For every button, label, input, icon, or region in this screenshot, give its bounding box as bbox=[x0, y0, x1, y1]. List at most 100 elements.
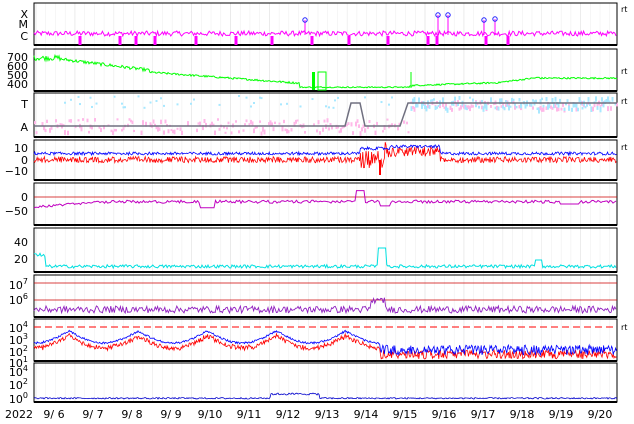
polarity-toward-point bbox=[565, 103, 567, 106]
polarity-away-point bbox=[256, 126, 258, 129]
flare-peak-marker bbox=[435, 12, 441, 18]
polarity-toward-point bbox=[490, 97, 492, 103]
polarity-toward-point bbox=[260, 97, 263, 100]
panel-frame bbox=[33, 362, 618, 403]
polarity-toward-point bbox=[299, 105, 302, 108]
polarity-away-point bbox=[481, 105, 483, 110]
polarity-away-point bbox=[80, 126, 83, 132]
polarity-away-point bbox=[337, 125, 339, 129]
polarity-away-point bbox=[122, 127, 125, 131]
polarity-away-point bbox=[170, 128, 173, 132]
tick-exponent: 3 bbox=[23, 332, 28, 341]
polarity-toward-point bbox=[137, 95, 140, 98]
date-label: 9/17 bbox=[471, 408, 496, 421]
polarity-toward-point bbox=[466, 107, 468, 111]
polarity-toward-point bbox=[416, 103, 419, 108]
polarity-toward-point bbox=[143, 106, 146, 109]
polarity-away-point bbox=[115, 128, 117, 132]
tick-exponent: 4 bbox=[23, 320, 28, 329]
polarity-away-point bbox=[64, 130, 66, 135]
polarity-away-point bbox=[128, 118, 131, 121]
polarity-away-point bbox=[211, 121, 213, 126]
polarity-away-point bbox=[346, 123, 348, 126]
polarity-away-point bbox=[223, 125, 225, 129]
polarity-toward-point bbox=[604, 100, 606, 105]
tick-exponent: 2 bbox=[23, 344, 28, 353]
date-label: 9/10 bbox=[198, 408, 223, 421]
polarity-away-point bbox=[551, 106, 554, 110]
polarity-away-point bbox=[322, 127, 324, 132]
tick-label: T bbox=[20, 98, 28, 111]
polarity-away-point bbox=[458, 107, 461, 111]
polarity-away-point bbox=[287, 130, 290, 134]
polarity-away-point bbox=[154, 123, 156, 127]
polarity-toward-point bbox=[547, 104, 549, 110]
polarity-away-point bbox=[142, 120, 144, 125]
polarity-toward-point bbox=[280, 103, 282, 106]
polarity-away-point bbox=[152, 119, 155, 124]
polarity-toward-point bbox=[524, 104, 527, 109]
polarity-toward-point bbox=[431, 99, 434, 102]
polarity-toward-point bbox=[554, 96, 557, 102]
polarity-away-point bbox=[407, 131, 410, 134]
polarity-toward-point bbox=[506, 101, 509, 107]
chart-panels bbox=[33, 2, 618, 403]
polarity-toward-point bbox=[499, 98, 501, 105]
polarity-away-point bbox=[263, 129, 266, 135]
polarity-away-point bbox=[331, 125, 333, 130]
polarity-toward-point bbox=[563, 107, 566, 111]
polarity-away-point bbox=[244, 123, 246, 127]
polarity-away-point bbox=[449, 105, 452, 110]
polarity-away-point bbox=[490, 104, 492, 108]
electron-flux-series bbox=[33, 296, 617, 315]
tick-exponent: 6 bbox=[23, 292, 28, 301]
polarity-away-point bbox=[412, 106, 414, 110]
polarity-away-point bbox=[250, 119, 252, 124]
polarity-toward-point bbox=[218, 103, 221, 106]
polarity-away-point bbox=[253, 128, 255, 134]
polarity-toward-point bbox=[464, 104, 467, 110]
dst-series bbox=[33, 190, 617, 209]
right-marker: rt bbox=[621, 97, 627, 106]
polarity-toward-point bbox=[391, 96, 393, 99]
polarity-toward-point bbox=[611, 96, 614, 102]
tick-label: X bbox=[20, 8, 28, 21]
polarity-away-point bbox=[502, 103, 504, 108]
polarity-away-point bbox=[203, 118, 206, 124]
polarity-toward-point bbox=[614, 102, 617, 106]
date-label: 9/15 bbox=[393, 408, 418, 421]
polarity-toward-point bbox=[566, 99, 569, 103]
polarity-away-point bbox=[121, 129, 123, 132]
polarity-away-point bbox=[557, 107, 560, 112]
polarity-away-point bbox=[358, 124, 360, 128]
polarity-away-point bbox=[149, 122, 152, 128]
polarity-away-point bbox=[199, 121, 201, 126]
polarity-toward-point bbox=[508, 105, 510, 111]
polarity-toward-point bbox=[250, 105, 252, 108]
polarity-toward-point bbox=[176, 103, 179, 106]
flare-peak-marker bbox=[302, 17, 308, 23]
polarity-away-point bbox=[472, 105, 474, 108]
polarity-toward-point bbox=[542, 104, 545, 108]
polarity-away-point bbox=[172, 129, 174, 134]
right-marker: rt bbox=[621, 143, 627, 152]
polarity-away-point bbox=[427, 104, 429, 109]
polarity-away-point bbox=[554, 104, 557, 108]
tick-label: 102 bbox=[9, 377, 28, 392]
polarity-away-point bbox=[367, 125, 369, 130]
polarity-away-point bbox=[98, 126, 101, 129]
polarity-toward-point bbox=[529, 103, 531, 106]
polarity-away-point bbox=[214, 130, 216, 135]
polarity-away-point bbox=[539, 105, 542, 111]
polarity-toward-point bbox=[388, 103, 390, 106]
polarity-toward-point bbox=[70, 98, 72, 101]
polarity-away-point bbox=[278, 122, 281, 125]
tick-exponent: 1 bbox=[23, 355, 28, 364]
polarity-away-point bbox=[82, 118, 84, 121]
polarity-toward-point bbox=[512, 98, 515, 102]
polarity-away-point bbox=[46, 119, 48, 124]
polarity-away-point bbox=[350, 122, 353, 127]
polarity-away-point bbox=[164, 119, 167, 124]
polarity-away-point bbox=[347, 122, 350, 126]
